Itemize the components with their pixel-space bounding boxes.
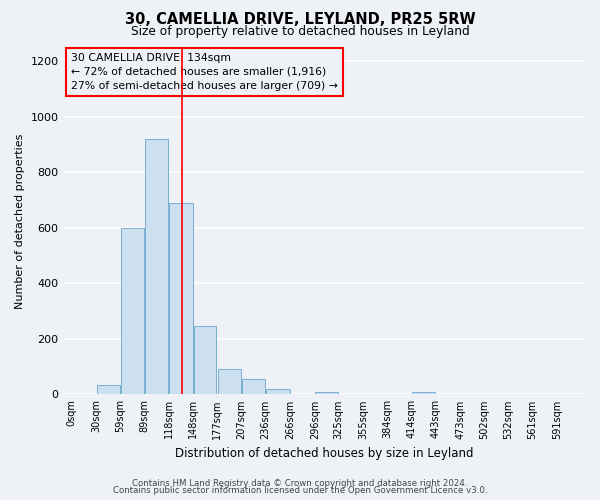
X-axis label: Distribution of detached houses by size in Leyland: Distribution of detached houses by size … xyxy=(175,447,473,460)
Text: 30 CAMELLIA DRIVE: 134sqm
← 72% of detached houses are smaller (1,916)
27% of se: 30 CAMELLIA DRIVE: 134sqm ← 72% of detac… xyxy=(71,52,338,90)
Bar xyxy=(242,379,265,394)
Bar xyxy=(194,326,217,394)
Text: Size of property relative to detached houses in Leyland: Size of property relative to detached ho… xyxy=(131,25,469,38)
Bar xyxy=(412,392,435,394)
Text: Contains HM Land Registry data © Crown copyright and database right 2024.: Contains HM Land Registry data © Crown c… xyxy=(132,478,468,488)
Text: 30, CAMELLIA DRIVE, LEYLAND, PR25 5RW: 30, CAMELLIA DRIVE, LEYLAND, PR25 5RW xyxy=(125,12,475,28)
Bar xyxy=(145,139,168,394)
Bar xyxy=(169,203,193,394)
Bar xyxy=(316,392,338,394)
Text: Contains public sector information licensed under the Open Government Licence v3: Contains public sector information licen… xyxy=(113,486,487,495)
Bar xyxy=(218,369,241,394)
Y-axis label: Number of detached properties: Number of detached properties xyxy=(15,134,25,308)
Bar xyxy=(121,228,144,394)
Bar xyxy=(97,384,119,394)
Bar xyxy=(266,390,290,394)
